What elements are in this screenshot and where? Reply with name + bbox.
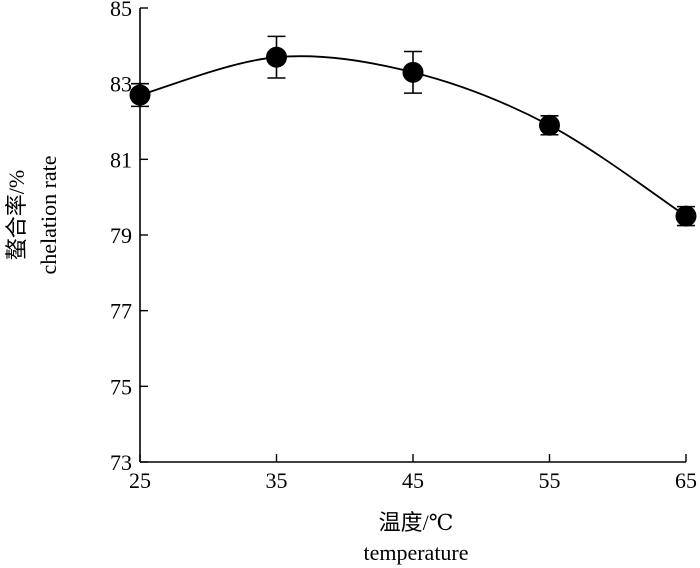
data-point [129, 84, 151, 106]
y-tick-label: 81 [110, 147, 132, 172]
y-axis-label-en: chelation rate [36, 155, 61, 274]
y-tick-label: 85 [110, 0, 132, 21]
y-tick-label: 83 [110, 72, 132, 97]
y-tick-label: 75 [110, 374, 132, 399]
data-point [266, 46, 287, 68]
y-tick-label: 77 [110, 299, 132, 324]
ticks: 73 75 77 79 81 83 85 25 35 45 55 65 [110, 0, 697, 493]
data-point [675, 205, 697, 227]
y-tick-label: 73 [110, 450, 132, 475]
y-tick-label: 79 [110, 223, 132, 248]
data-point [402, 61, 424, 83]
x-tick-label: 45 [402, 468, 424, 493]
x-tick-label: 35 [266, 468, 288, 493]
y-axis-label-cn: 螯合率/% [4, 170, 29, 260]
data-points [129, 46, 697, 227]
x-axis-label-cn: 温度/℃ [379, 510, 454, 535]
x-tick-label: 65 [675, 468, 697, 493]
x-tick-label: 55 [539, 468, 561, 493]
x-tick-label: 25 [129, 468, 151, 493]
x-axis-label-en: temperature [363, 540, 468, 565]
data-point [539, 114, 560, 136]
